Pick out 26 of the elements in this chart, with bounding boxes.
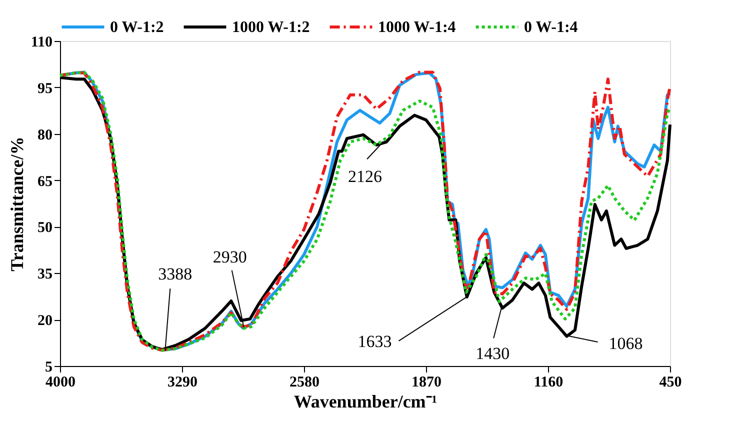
legend-label: 1000 W-1:2 (232, 19, 310, 36)
y-tick-label: 35 (38, 266, 52, 283)
annotation: 1633 (358, 332, 392, 351)
x-tick-label: 450 (659, 374, 682, 390)
y-tick-label: 50 (38, 220, 52, 236)
x-tick-label: 1160 (534, 374, 564, 390)
y-axis-title: Transmittance/% (6, 136, 27, 272)
x-tick-label: 2580 (290, 374, 320, 390)
x-axis-title: Wavenumber/cm⁻¹ (294, 392, 438, 412)
x-tick-label: 3290 (168, 374, 198, 390)
y-tick-label: 80 (38, 127, 52, 144)
y-tick-label: 20 (38, 313, 52, 330)
annotation: 3388 (158, 264, 192, 284)
y-tick-label: 95 (38, 80, 52, 97)
legend-label: 0 W-1:2 (110, 19, 164, 36)
y-tick-label: 110 (30, 34, 52, 50)
annotation: 2126 (348, 167, 382, 186)
x-tick-label: 1870 (412, 374, 442, 390)
annotation: 1430 (476, 344, 510, 364)
y-tick-label: 5 (45, 360, 52, 376)
x-tick-label: 4000 (46, 374, 76, 390)
legend-label: 1000 W-1:4 (378, 19, 456, 36)
annotation: 1068 (608, 334, 643, 354)
annotation: 2930 (212, 247, 247, 266)
y-tick-label: 65 (38, 174, 52, 190)
legend-label: 0 W-1:4 (524, 19, 578, 36)
